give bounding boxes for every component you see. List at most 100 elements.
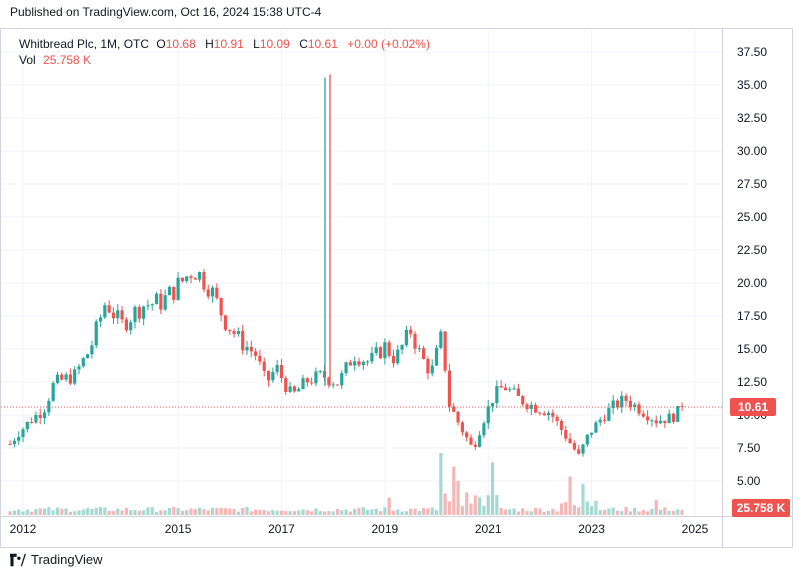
last-volume-label: 25.758 K bbox=[737, 501, 786, 515]
candle-body bbox=[667, 413, 671, 424]
volume-bar bbox=[361, 507, 365, 515]
candle-body bbox=[663, 420, 667, 424]
volume-bar bbox=[210, 507, 215, 515]
volume-bar bbox=[297, 510, 301, 515]
close-label: C bbox=[299, 37, 308, 51]
volume-bar bbox=[482, 506, 486, 515]
candle-body bbox=[654, 420, 658, 424]
volume-bar bbox=[331, 511, 335, 515]
volume-bar bbox=[370, 509, 374, 515]
candle-body bbox=[534, 404, 538, 413]
candle-body bbox=[447, 370, 452, 407]
candle-body bbox=[107, 305, 111, 313]
volume-bar bbox=[594, 500, 598, 515]
candle-body bbox=[163, 295, 167, 310]
candle-body bbox=[189, 276, 193, 279]
volume-bar bbox=[628, 511, 632, 515]
volume-bar bbox=[340, 510, 344, 515]
candle-body bbox=[292, 386, 296, 392]
candle-body bbox=[585, 434, 589, 445]
volume-bar bbox=[366, 509, 370, 515]
candle-body bbox=[366, 361, 370, 363]
vol-label[interactable]: Vol bbox=[19, 53, 36, 67]
candle-body bbox=[116, 310, 120, 319]
y-tick-label: 15.00 bbox=[737, 342, 767, 356]
volume-row: Vol 25.758 K bbox=[19, 52, 430, 68]
y-tick-label: 7.50 bbox=[737, 441, 761, 455]
y-tick-label: 5.00 bbox=[737, 474, 761, 488]
volume-bar bbox=[490, 462, 495, 515]
candle-body bbox=[167, 286, 172, 296]
candle-body bbox=[232, 330, 236, 335]
candle-body bbox=[344, 362, 348, 374]
footer[interactable]: TradingView bbox=[10, 552, 103, 567]
candle-body bbox=[318, 371, 322, 373]
footer-brand: TradingView bbox=[31, 552, 103, 567]
candle-body bbox=[202, 272, 206, 290]
volume-bar bbox=[271, 510, 275, 515]
candle-body bbox=[254, 351, 258, 356]
candle-body bbox=[236, 330, 240, 335]
candle-body bbox=[129, 322, 133, 331]
volume-bar bbox=[374, 508, 378, 515]
volume-bar bbox=[51, 510, 55, 515]
candle-body bbox=[335, 384, 340, 386]
volume-bar bbox=[534, 507, 538, 515]
candle-body bbox=[30, 422, 34, 424]
candle-body bbox=[378, 347, 383, 359]
candle-body bbox=[51, 382, 55, 401]
volume-bar bbox=[658, 509, 663, 515]
candle-body bbox=[353, 361, 357, 366]
candle-body bbox=[396, 349, 400, 364]
candle-body bbox=[305, 378, 309, 383]
candle-body bbox=[391, 355, 396, 364]
symbol-title[interactable]: Whitbread Plc, 1M, OTC bbox=[19, 37, 150, 51]
ohlc-row: Whitbread Plc, 1M, OTC O10.68 H10.91 L10… bbox=[19, 36, 430, 52]
volume-bar bbox=[344, 509, 348, 515]
y-tick-label: 12.50 bbox=[737, 375, 767, 389]
candle-body bbox=[417, 348, 421, 350]
volume-bar bbox=[8, 511, 12, 515]
candle-body bbox=[671, 413, 676, 422]
volume-bar bbox=[499, 507, 503, 515]
y-tick-label: 17.50 bbox=[737, 309, 767, 323]
volume-bar bbox=[581, 484, 585, 515]
volume-bar bbox=[615, 510, 620, 515]
volume-bar bbox=[146, 507, 150, 515]
volume-bar bbox=[503, 509, 508, 515]
candle-body bbox=[42, 412, 47, 418]
candle-body bbox=[361, 361, 365, 366]
candle-body bbox=[512, 388, 516, 390]
volume-bar bbox=[241, 507, 245, 515]
candle-body bbox=[413, 333, 417, 349]
candle-body bbox=[21, 429, 25, 438]
candle-body bbox=[546, 412, 551, 416]
candle-body bbox=[650, 420, 654, 422]
volume-bar bbox=[116, 508, 120, 515]
candle-body bbox=[439, 331, 443, 348]
candle-body bbox=[327, 377, 331, 385]
x-tick-label: 2015 bbox=[165, 522, 192, 536]
volume-bar bbox=[98, 507, 103, 515]
volume-bar bbox=[447, 501, 452, 515]
candle-body bbox=[564, 429, 568, 439]
candle-body bbox=[86, 354, 90, 359]
candle-body bbox=[568, 438, 572, 444]
candle-body bbox=[90, 345, 94, 355]
candle-body bbox=[628, 400, 632, 408]
volume-bar bbox=[598, 510, 602, 515]
volume-bar bbox=[335, 508, 340, 515]
volume-bar bbox=[314, 508, 318, 515]
volume-bar bbox=[546, 510, 551, 515]
volume-bar bbox=[163, 510, 167, 515]
volume-bar bbox=[107, 510, 111, 515]
candle-body bbox=[47, 400, 51, 413]
candle-body bbox=[490, 403, 495, 407]
x-tick-label: 2025 bbox=[682, 522, 709, 536]
candle-body bbox=[542, 413, 546, 416]
volume-bar bbox=[469, 503, 473, 515]
price-chart[interactable]: 5.007.5010.0012.5015.0017.5020.0022.5025… bbox=[0, 0, 804, 548]
volume-bar bbox=[94, 508, 98, 515]
volume-bar bbox=[254, 509, 258, 515]
candle-body bbox=[503, 387, 508, 391]
